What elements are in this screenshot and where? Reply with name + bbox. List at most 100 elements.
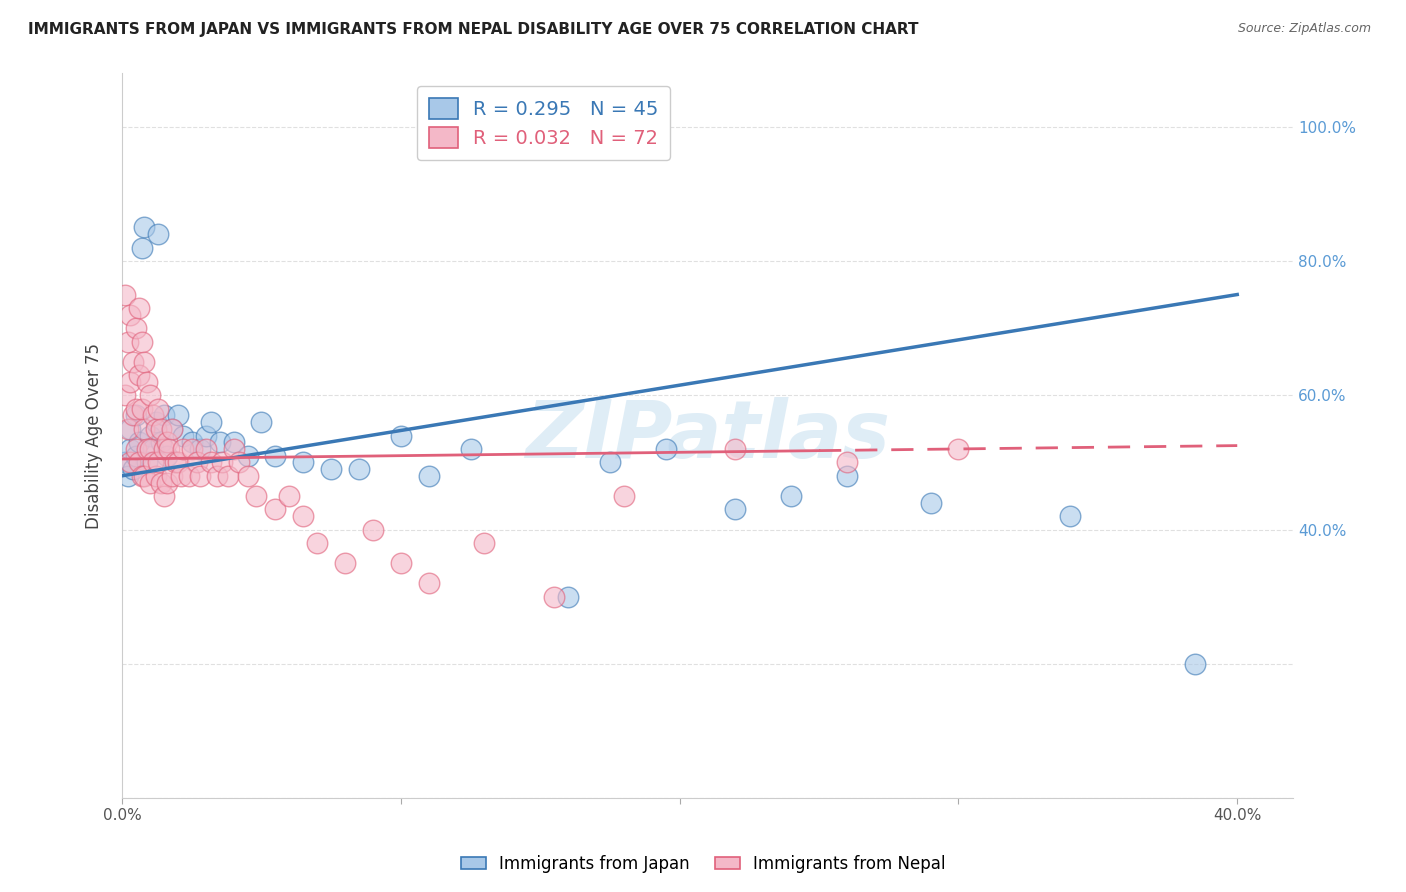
Point: [122, 409, 145, 423]
Point: [153, 409, 176, 423]
Point: [1059, 509, 1081, 524]
Point: [347, 462, 370, 476]
Point: [188, 468, 211, 483]
Point: [120, 375, 142, 389]
Point: [139, 428, 162, 442]
Point: [724, 442, 747, 456]
Point: [136, 455, 159, 469]
Point: [194, 442, 217, 456]
Point: [128, 368, 150, 383]
Point: [160, 422, 183, 436]
Point: [134, 354, 156, 368]
Point: [474, 536, 496, 550]
Y-axis label: Disability Age Over 75: Disability Age Over 75: [86, 343, 103, 529]
Point: [321, 462, 343, 476]
Point: [131, 468, 153, 483]
Point: [120, 422, 142, 436]
Point: [180, 442, 202, 456]
Point: [557, 590, 579, 604]
Point: [172, 428, 194, 442]
Point: [264, 502, 287, 516]
Point: [131, 241, 153, 255]
Point: [117, 422, 139, 436]
Point: [418, 576, 440, 591]
Point: [222, 442, 245, 456]
Point: [208, 435, 231, 450]
Point: [134, 468, 156, 483]
Point: [131, 401, 153, 416]
Point: [142, 455, 165, 469]
Point: [194, 428, 217, 442]
Point: [835, 468, 858, 483]
Point: [125, 401, 148, 416]
Point: [188, 442, 211, 456]
Point: [264, 449, 287, 463]
Point: [150, 475, 173, 490]
Point: [389, 556, 412, 570]
Point: [120, 455, 142, 469]
Point: [292, 455, 315, 469]
Text: ZIPatlas: ZIPatlas: [524, 397, 890, 475]
Point: [217, 468, 239, 483]
Point: [166, 409, 188, 423]
Point: [222, 435, 245, 450]
Point: [186, 455, 208, 469]
Point: [131, 334, 153, 349]
Point: [278, 489, 301, 503]
Point: [245, 489, 267, 503]
Point: [150, 435, 173, 450]
Point: [128, 455, 150, 469]
Point: [160, 468, 183, 483]
Point: [125, 442, 148, 456]
Point: [460, 442, 482, 456]
Point: [835, 455, 858, 469]
Point: [125, 449, 148, 463]
Point: [177, 468, 200, 483]
Point: [166, 455, 188, 469]
Point: [389, 428, 412, 442]
Point: [236, 449, 259, 463]
Point: [307, 536, 329, 550]
Point: [117, 334, 139, 349]
Point: [180, 435, 202, 450]
Point: [142, 409, 165, 423]
Point: [236, 468, 259, 483]
Point: [250, 415, 273, 429]
Point: [543, 590, 565, 604]
Point: [200, 415, 222, 429]
Point: [125, 321, 148, 335]
Point: [920, 496, 942, 510]
Point: [361, 523, 384, 537]
Point: [134, 422, 156, 436]
Point: [128, 435, 150, 450]
Point: [292, 509, 315, 524]
Point: [145, 415, 167, 429]
Point: [724, 502, 747, 516]
Point: [148, 455, 170, 469]
Point: [148, 401, 170, 416]
Point: [139, 388, 162, 402]
Point: [139, 475, 162, 490]
Point: [153, 489, 176, 503]
Legend: R = 0.295   N = 45, R = 0.032   N = 72: R = 0.295 N = 45, R = 0.032 N = 72: [416, 87, 671, 160]
Point: [134, 220, 156, 235]
Point: [169, 468, 191, 483]
Point: [156, 449, 179, 463]
Point: [156, 475, 179, 490]
Point: [599, 455, 621, 469]
Point: [120, 308, 142, 322]
Point: [128, 301, 150, 315]
Point: [117, 468, 139, 483]
Point: [120, 442, 142, 456]
Point: [159, 442, 181, 456]
Point: [148, 227, 170, 241]
Point: [142, 442, 165, 456]
Point: [125, 409, 148, 423]
Point: [654, 442, 676, 456]
Point: [200, 455, 222, 469]
Text: Source: ZipAtlas.com: Source: ZipAtlas.com: [1237, 22, 1371, 36]
Point: [211, 455, 233, 469]
Point: [163, 455, 186, 469]
Point: [160, 422, 183, 436]
Point: [205, 468, 228, 483]
